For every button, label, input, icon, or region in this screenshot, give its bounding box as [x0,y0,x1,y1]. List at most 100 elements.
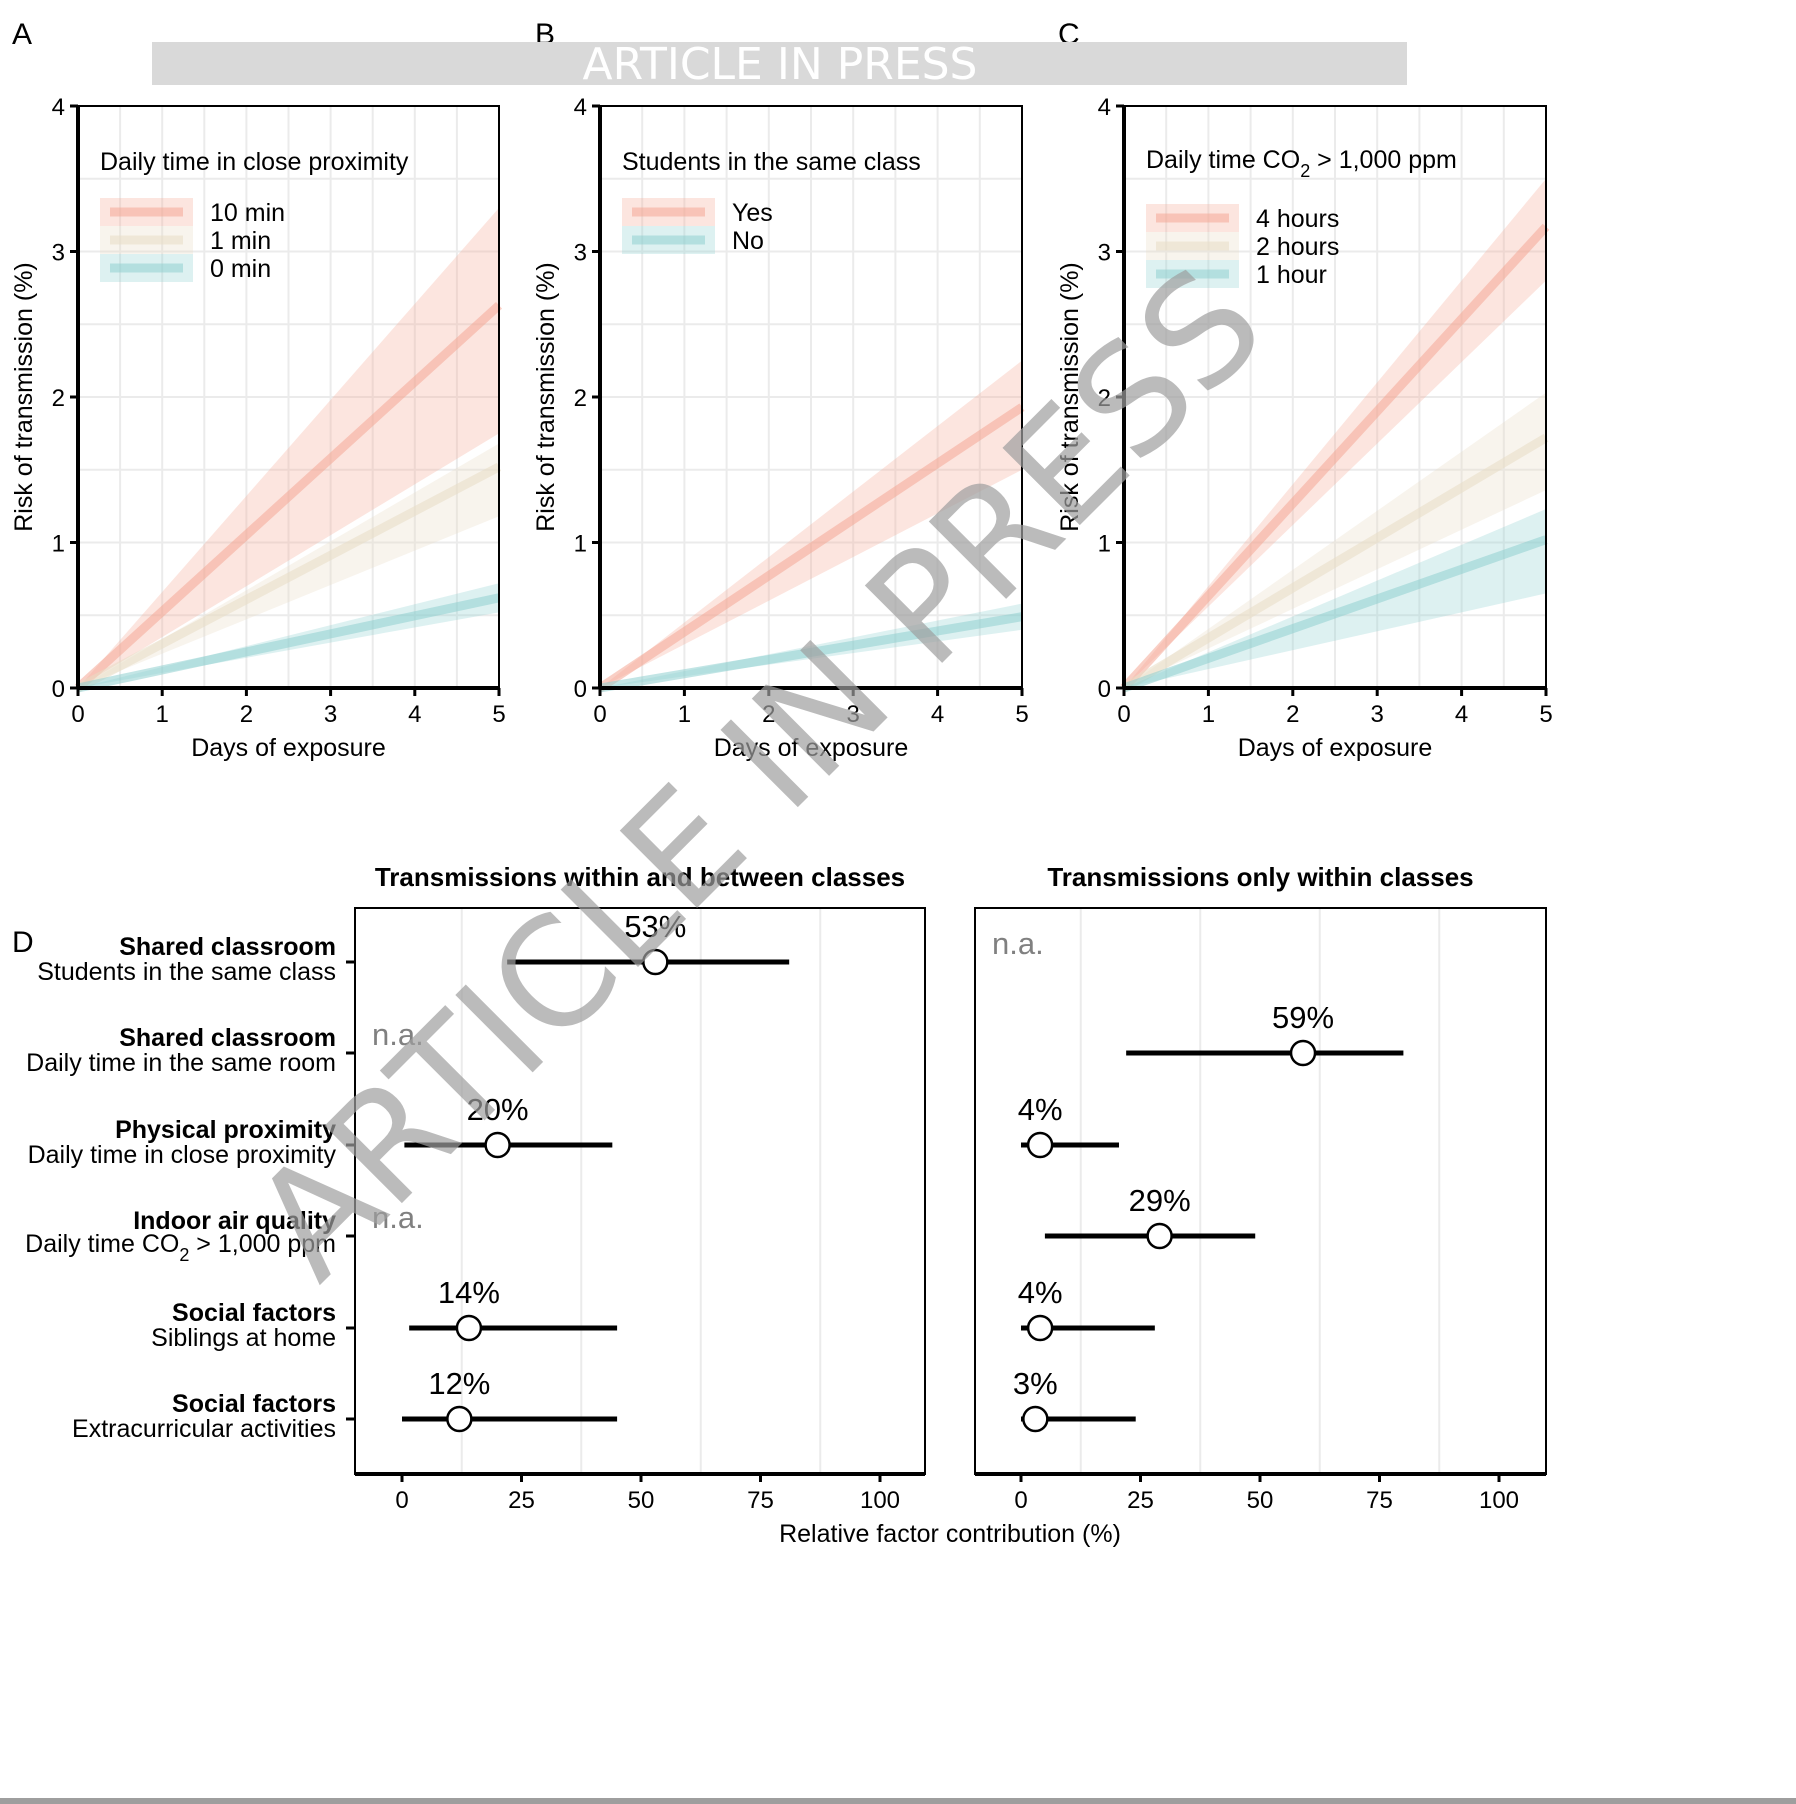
y-tick-label: 0 [52,676,65,703]
panel-letter-d: D [12,926,34,959]
category-group-label: Social factors [172,1299,336,1327]
y-tick-label: 3 [574,240,587,267]
x-tick-label: 75 [747,1487,774,1514]
point-estimate [1289,1039,1317,1067]
x-tick-label: 1 [678,701,691,728]
y-tick-label: 0 [1098,676,1111,703]
legend-label-yes: Yes [732,199,773,227]
x-tick-label: 0 [1014,1487,1027,1514]
value-label: 53% [624,909,686,944]
category-label: Daily time CO2 > 1,000 ppm [25,1230,336,1265]
x-axis-title: Days of exposure [191,734,386,762]
facet-title: Transmissions only within classes [1047,862,1473,892]
y-axis-title: Risk of transmission (%) [532,262,560,532]
value-label: 3% [1013,1366,1058,1401]
value-label: 12% [428,1366,490,1401]
series-line-10-min [74,302,503,692]
category-label: Extracurricular activities [72,1415,336,1443]
legend-label-1-min: 1 min [210,227,271,255]
x-tick-label: 1 [156,701,169,728]
value-label: 4% [1018,1092,1063,1127]
na-label: n.a. [372,1017,424,1052]
x-tick-label: 4 [931,701,944,728]
x-tick-label: 3 [324,701,337,728]
series-line-1-min [75,462,502,692]
legend-label-10-min: 10 min [210,199,285,227]
y-axis-title: Risk of transmission (%) [10,262,38,532]
y-axis-title: Risk of transmission (%) [1056,262,1084,532]
x-tick-label: 75 [1366,1487,1393,1514]
y-tick-label: 4 [574,94,587,121]
x-tick-label: 100 [1479,1487,1519,1514]
legend-label-no: No [732,227,764,255]
value-label: 59% [1272,1000,1334,1035]
x-tick-label: 4 [1455,701,1468,728]
x-tick-label: 25 [508,1487,535,1514]
ci-ribbon-1-hour [1124,509,1546,688]
y-tick-label: 3 [52,240,65,267]
value-label: 14% [438,1275,500,1310]
ci-ribbon-2-hours [1124,392,1546,688]
category-label: Daily time in the same room [26,1049,336,1077]
series-line-yes [597,403,1025,692]
na-label: n.a. [992,926,1044,961]
page-edge [0,1798,1796,1804]
category-label: Daily time in close proximity [28,1141,337,1169]
gridlines [78,106,499,688]
legend-label-4-hours: 4 hours [1256,205,1339,233]
series-line-no [599,612,1023,693]
x-tick-label: 1 [1202,701,1215,728]
x-tick-label: 0 [395,1487,408,1514]
point-estimate [1026,1314,1054,1342]
point-estimate [1146,1222,1173,1250]
legend-title: Students in the same class [622,148,921,176]
y-tick-label: 3 [1098,240,1111,267]
x-tick-label: 50 [1247,1487,1274,1514]
y-tick-label: 4 [1098,94,1111,121]
value-label: 20% [467,1092,529,1127]
x-tick-label: 5 [1539,701,1552,728]
facet-plot-area [975,908,1546,1474]
x-tick-label: 3 [1371,701,1384,728]
x-axis-title: Days of exposure [714,734,909,762]
point-estimate [455,1314,483,1342]
category-group-label: Indoor air quality [133,1207,336,1235]
value-label: 4% [1018,1275,1063,1310]
facet-1: Transmissions within and between classes… [354,862,926,1514]
category-group-label: Physical proximity [115,1116,336,1144]
x-tick-label: 3 [847,701,860,728]
category-group-label: Shared classroom [119,1024,336,1052]
x-axis-title: Relative factor contribution (%) [779,1520,1121,1548]
value-label: 29% [1129,1183,1191,1218]
point-estimate [484,1131,511,1159]
point-estimate [1022,1405,1049,1433]
point-estimate [446,1405,473,1433]
legend-label-1-hour: 1 hour [1256,261,1327,289]
y-tick-label: 2 [52,385,65,412]
facet-title: Transmissions within and between classes [375,862,905,892]
x-tick-label: 100 [860,1487,900,1514]
series-line-0-min [77,593,500,693]
legend-title: Daily time CO2 > 1,000 ppm [1146,146,1457,181]
series-line-1-hour [1122,535,1548,693]
category-label: Siblings at home [151,1324,336,1352]
article-in-press-banner [152,42,1407,85]
panel-letter-a: A [12,18,32,51]
y-tick-label: 0 [574,676,587,703]
x-tick-label: 5 [492,701,505,728]
ci-ribbon-yes [600,360,1022,688]
x-tick-label: 0 [71,701,84,728]
x-axis-title: Days of exposure [1238,734,1433,762]
x-tick-label: 4 [408,701,421,728]
y-tick-label: 4 [52,94,65,121]
ci-ribbon-no [600,603,1022,688]
x-tick-label: 0 [593,701,606,728]
ci-ribbon-10-min [78,207,499,688]
x-tick-label: 0 [1117,701,1130,728]
